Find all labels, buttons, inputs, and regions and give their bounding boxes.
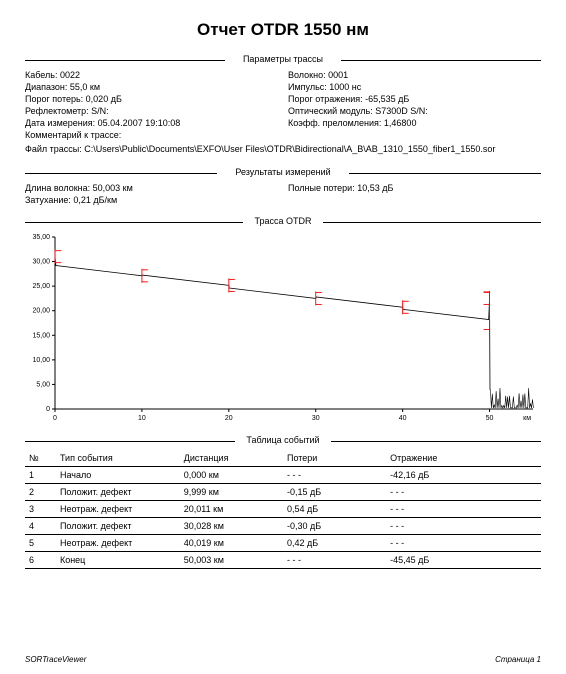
param-row: Волокно: 0001 [288, 69, 541, 81]
svg-text:25,00: 25,00 [32, 283, 50, 290]
footer-app: SORTraceViewer [25, 655, 86, 664]
table-row: 1Начало0,000 км- - --42,16 дБ [25, 467, 541, 484]
table-row: 5Неотраж. дефект40,019 км0,42 дБ- - - [25, 535, 541, 552]
param-row: Кабель: 0022 [25, 69, 278, 81]
table-header: Тип события [56, 450, 180, 467]
svg-text:0: 0 [46, 406, 50, 413]
section-events: Таблица событий [25, 435, 541, 446]
table-header: Отражение [386, 450, 541, 467]
param-row: Полные потери: 10,53 дБ [288, 182, 541, 194]
svg-text:40: 40 [399, 415, 407, 422]
table-row: 3Неотраж. дефект20,011 км0,54 дБ- - - [25, 501, 541, 518]
measurement-results: Длина волокна: 50,003 кмЗатухание: 0,21 … [25, 182, 541, 206]
param-row: Порог отражения: -65,535 дБ [288, 93, 541, 105]
footer-page: Страница 1 [495, 655, 541, 664]
table-row: 6Конец50,003 км- - --45,45 дБ [25, 552, 541, 569]
events-table: №Тип событияДистанцияПотериОтражение 1На… [25, 450, 541, 569]
svg-text:10: 10 [138, 415, 146, 422]
svg-text:5,00: 5,00 [36, 381, 50, 388]
svg-text:30: 30 [312, 415, 320, 422]
section-trace: Трасса OTDR [25, 216, 541, 227]
table-header: Дистанция [180, 450, 283, 467]
svg-text:35,00: 35,00 [32, 234, 50, 241]
param-row: Дата измерения: 05.04.2007 19:10:08 [25, 117, 278, 129]
param-row: Порог потерь: 0,020 дБ [25, 93, 278, 105]
svg-text:20: 20 [225, 415, 233, 422]
svg-text:20,00: 20,00 [32, 308, 50, 315]
table-header: № [25, 450, 56, 467]
svg-text:50: 50 [486, 415, 494, 422]
table-header: Потери [283, 450, 386, 467]
otdr-chart: 0 5,00 10,00 15,00 20,00 25,00 30,00 35,00 0 10 20… [25, 231, 541, 431]
param-row: Длина волокна: 50,003 км [25, 182, 278, 194]
param-row: Импульс: 1000 нс [288, 81, 541, 93]
svg-text:30,00: 30,00 [32, 259, 50, 266]
svg-text:15,00: 15,00 [32, 332, 50, 339]
param-row: Коэфф. преломления: 1,46800 [288, 117, 541, 129]
svg-text:10,00: 10,00 [32, 357, 50, 364]
report-title: Отчет OTDR 1550 нм [25, 20, 541, 40]
table-row: 4Положит. дефект30,028 км-0,30 дБ- - - [25, 518, 541, 535]
param-row: Оптический модуль: S7300D S/N: [288, 105, 541, 117]
param-row: Затухание: 0,21 дБ/км [25, 194, 278, 206]
section-params: Параметры трассы [25, 54, 541, 65]
param-row: Рефлектометр: S/N: [25, 105, 278, 117]
svg-text:0: 0 [53, 415, 57, 422]
section-results: Результаты измерений [25, 167, 541, 178]
file-path: Файл трассы: C:\Users\Public\Documents\E… [25, 143, 541, 155]
page-footer: SORTraceViewer Страница 1 [25, 655, 541, 664]
table-row: 2Положит. дефект9,999 км-0,15 дБ- - - [25, 484, 541, 501]
param-row: Комментарий к трассе: [25, 129, 278, 141]
svg-text:км: км [523, 415, 531, 422]
trace-params: Кабель: 0022Диапазон: 55,0 кмПорог потер… [25, 69, 541, 141]
param-row: Диапазон: 55,0 км [25, 81, 278, 93]
